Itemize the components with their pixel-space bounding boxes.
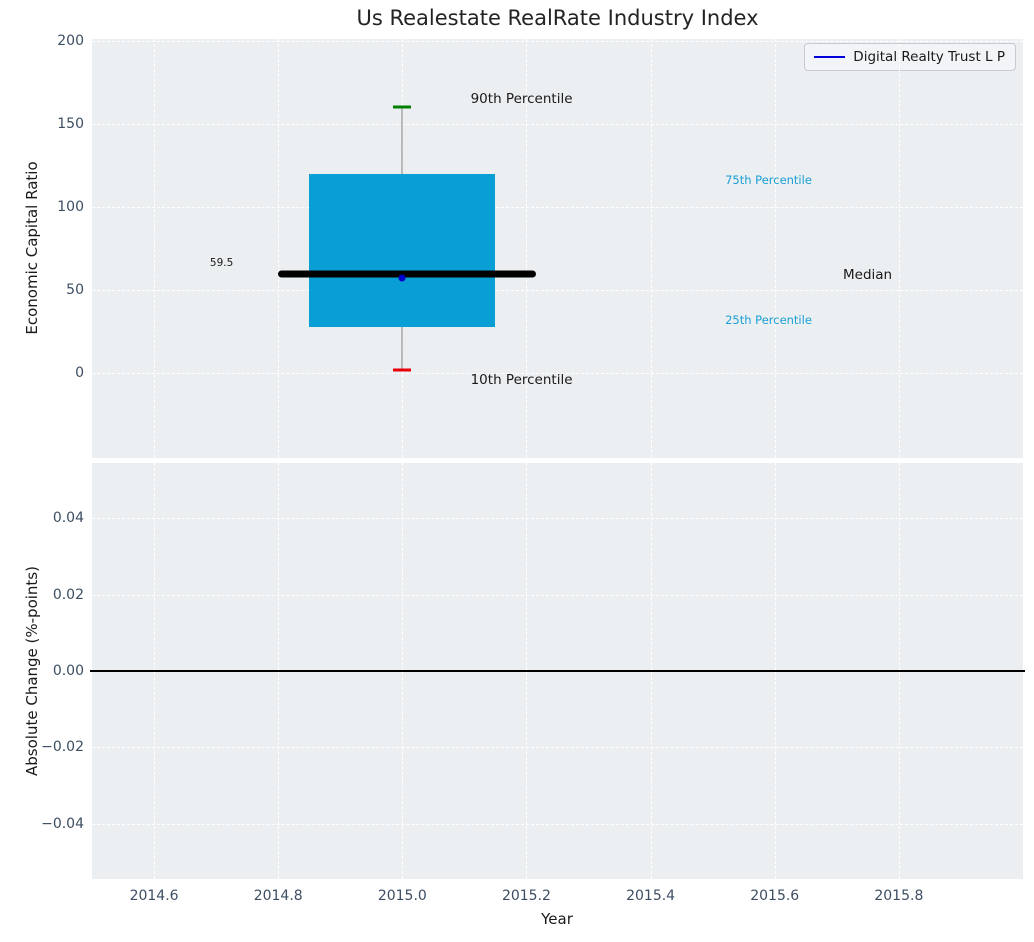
gridline-horizontal bbox=[92, 123, 1023, 125]
median-line bbox=[278, 270, 536, 278]
gridline-horizontal bbox=[92, 40, 1023, 42]
annotation-25th-percentile: 25th Percentile bbox=[725, 312, 812, 327]
gridline-horizontal bbox=[92, 290, 1023, 292]
top-y-tick-label: 0 bbox=[75, 365, 84, 382]
top-plot-area: Digital Realty Trust L P 90th Percentile… bbox=[92, 39, 1023, 458]
x-tick-label: 2015.6 bbox=[750, 888, 800, 904]
x-tick-label: 2015.4 bbox=[626, 888, 676, 904]
top-y-tick-label: 100 bbox=[57, 198, 84, 215]
gridline-vertical bbox=[898, 39, 900, 458]
x-tick-label: 2015.0 bbox=[377, 888, 427, 904]
company-data-point bbox=[398, 274, 406, 282]
iqr-box bbox=[309, 173, 496, 327]
bottom-y-tick-label: −0.04 bbox=[41, 815, 84, 832]
whisker-cap-90th bbox=[393, 105, 412, 109]
gridline-vertical bbox=[278, 39, 280, 458]
x-axis-label: Year bbox=[541, 910, 573, 928]
zero-reference-line bbox=[90, 670, 1025, 672]
x-tick-label: 2015.2 bbox=[501, 888, 551, 904]
x-tick-label: 2014.6 bbox=[129, 888, 179, 904]
bottom-plot-area bbox=[90, 463, 1025, 879]
whisker-cap-10th bbox=[393, 368, 412, 372]
gridline-horizontal bbox=[92, 594, 1023, 596]
top-y-tick-label: 150 bbox=[57, 115, 84, 132]
gridline-horizontal bbox=[92, 518, 1023, 520]
x-tick-label: 2014.8 bbox=[253, 888, 303, 904]
legend-line-sample bbox=[814, 56, 846, 58]
gridline-horizontal bbox=[92, 747, 1023, 749]
annotation-59-5: 59.5 bbox=[209, 256, 234, 269]
gridline-horizontal bbox=[92, 823, 1023, 825]
top-y-tick-label: 200 bbox=[57, 32, 84, 49]
annotation-75th-percentile: 75th Percentile bbox=[725, 173, 812, 188]
top-y-axis-label: Economic Capital Ratio bbox=[23, 161, 41, 335]
legend[interactable]: Digital Realty Trust L P bbox=[804, 43, 1016, 71]
legend-label: Digital Realty Trust L P bbox=[853, 49, 1005, 65]
chart-title: Us Realestate RealRate Industry Index bbox=[356, 6, 759, 30]
annotation-90th-percentile: 90th Percentile bbox=[470, 90, 573, 107]
top-y-tick-label: 50 bbox=[66, 282, 84, 299]
bottom-y-tick-label: −0.02 bbox=[41, 739, 84, 756]
gridline-vertical bbox=[650, 39, 652, 458]
bottom-y-tick-label: 0.00 bbox=[52, 663, 84, 679]
gridline-vertical bbox=[154, 39, 156, 458]
annotation-10th-percentile: 10th Percentile bbox=[470, 371, 573, 388]
annotation-median: Median bbox=[843, 267, 893, 284]
bottom-y-tick-label: 0.02 bbox=[52, 586, 84, 603]
gridline-vertical bbox=[774, 39, 776, 458]
gridline-horizontal bbox=[92, 206, 1023, 208]
bottom-y-tick-label: 0.04 bbox=[52, 510, 84, 527]
x-tick-label: 2015.8 bbox=[874, 888, 924, 904]
